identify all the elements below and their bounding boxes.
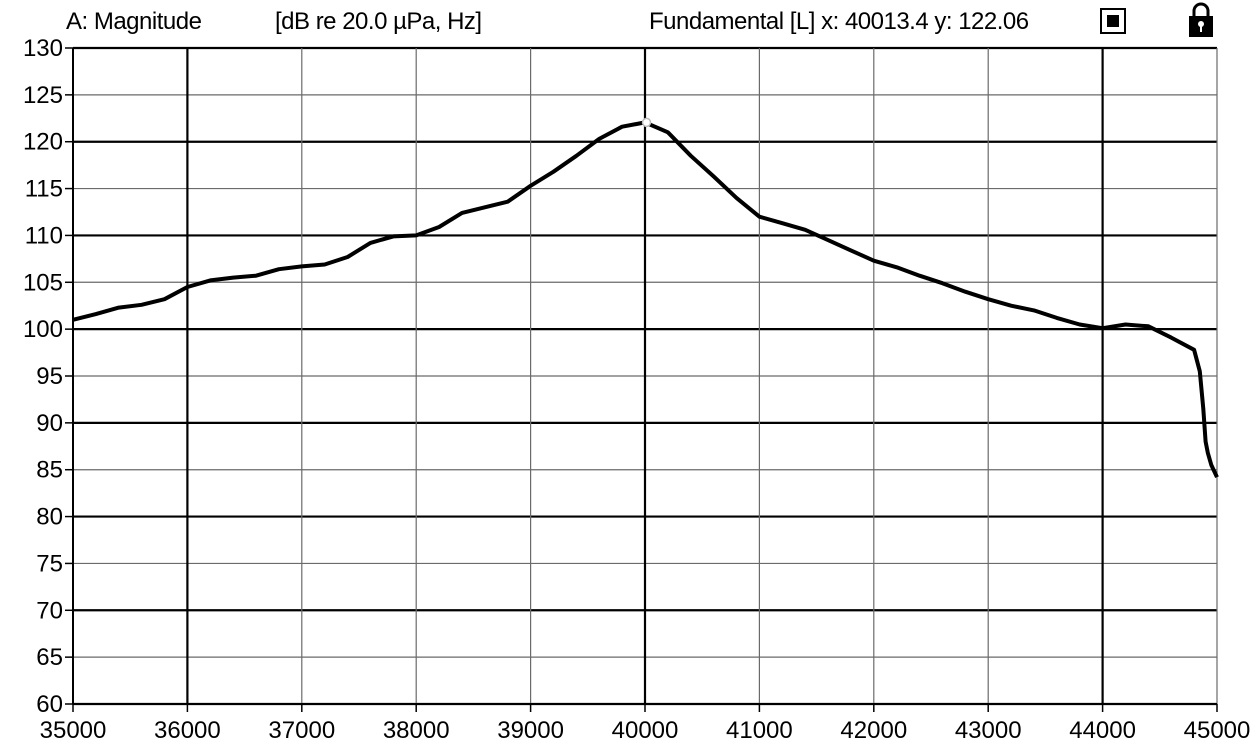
y-tick-label: 60 [36,691,63,718]
x-tick-label: 42000 [840,717,907,744]
padlock-icon[interactable] [1188,2,1214,38]
y-tick-label: 115 [25,176,63,203]
x-tick-label: 37000 [268,717,335,744]
y-tick-label: 85 [36,457,63,484]
x-tick-label: 45000 [1184,717,1251,744]
y-tick-label: 105 [23,269,63,296]
y-tick-label: 95 [36,363,63,390]
cursor-marker[interactable] [641,117,652,128]
x-tick-label: 41000 [726,717,793,744]
stop-square-icon[interactable] [1100,8,1126,34]
x-tick-label: 38000 [383,717,450,744]
y-tick-label: 75 [36,550,63,577]
x-tick-label: 36000 [154,717,221,744]
cursor-readout: Fundamental [L] x: 40013.4 y: 122.06 [649,8,1029,35]
y-tick-label: 70 [36,597,63,624]
series-line-0 [72,120,1219,479]
y-tick-label: 130 [23,35,63,62]
y-tick-label: 80 [36,504,63,531]
y-tick-label: 120 [23,129,63,156]
chart-header: A: Magnitude [dB re 20.0 µPa, Hz] Fundam… [0,0,1259,44]
x-tick-label: 44000 [1069,717,1136,744]
y-tick-label: 65 [36,644,63,671]
y-tick-label: 125 [23,82,63,109]
units-label: [dB re 20.0 µPa, Hz] [275,8,482,35]
x-tick-label: 43000 [955,717,1022,744]
x-tick-label: 40000 [612,717,679,744]
y-tick-label: 90 [36,410,63,437]
x-tick-label: 35000 [40,717,107,744]
y-tick-label: 100 [23,316,63,343]
x-tick-label: 39000 [497,717,564,744]
y-tick-label: 110 [25,222,63,249]
channel-label: A: Magnitude [66,8,202,35]
